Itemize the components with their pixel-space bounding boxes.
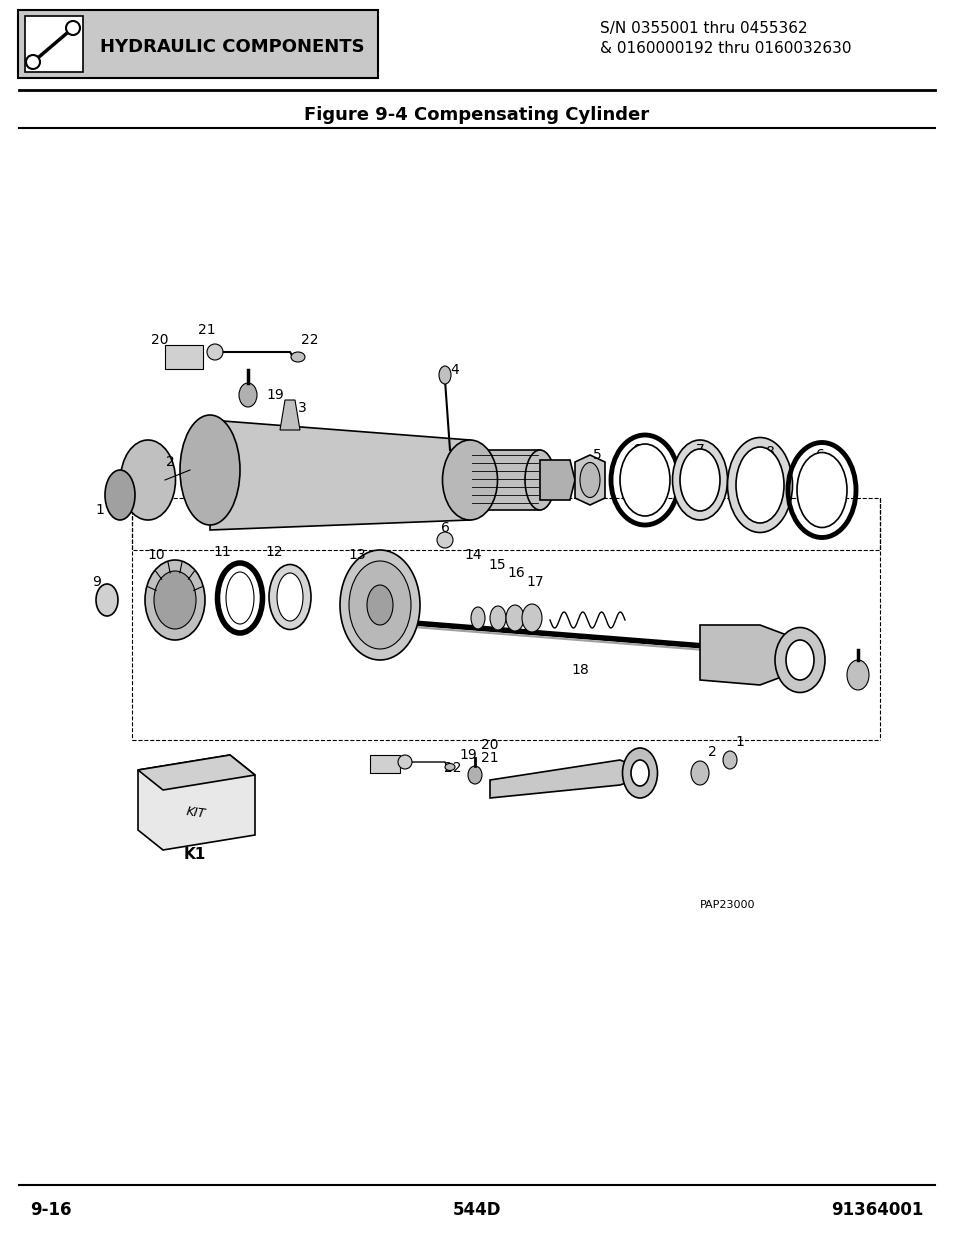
Text: 9-16: 9-16 [30,1200,71,1219]
Ellipse shape [735,447,783,522]
Ellipse shape [291,352,305,362]
Ellipse shape [349,561,411,650]
Text: 21: 21 [198,324,215,337]
Ellipse shape [785,640,813,680]
Text: 11: 11 [213,545,231,559]
Ellipse shape [438,366,451,384]
Polygon shape [470,450,539,510]
Ellipse shape [490,606,505,630]
Text: 6: 6 [815,448,823,462]
Text: 4: 4 [450,363,459,377]
Polygon shape [138,755,254,790]
Text: 17: 17 [526,576,543,589]
Text: 1: 1 [95,503,104,517]
Text: PAP23000: PAP23000 [700,900,755,910]
Text: 16: 16 [507,566,524,580]
Text: 1: 1 [735,735,743,748]
Polygon shape [210,420,470,530]
Text: 2: 2 [707,745,716,760]
Text: 5: 5 [592,448,600,462]
Text: 21: 21 [480,751,498,764]
Circle shape [26,56,40,69]
Polygon shape [575,454,604,505]
Text: 91364001: 91364001 [831,1200,923,1219]
Text: K1: K1 [184,847,206,862]
Text: 3: 3 [297,401,306,415]
Text: 2: 2 [166,454,174,469]
Ellipse shape [630,760,648,785]
Text: 12: 12 [265,545,282,559]
Text: Figure 9-4 Compensating Cylinder: Figure 9-4 Compensating Cylinder [304,106,649,124]
Polygon shape [539,459,575,500]
Text: 6: 6 [440,521,449,535]
Text: 20: 20 [152,333,169,347]
Ellipse shape [226,572,253,624]
Text: 22: 22 [301,333,318,347]
Ellipse shape [339,550,419,659]
Bar [370,755,399,773]
Text: 15: 15 [488,558,505,572]
Ellipse shape [796,452,846,527]
Text: 6: 6 [632,443,640,457]
Ellipse shape [679,450,720,511]
Bar [165,345,203,369]
Text: 14: 14 [464,548,481,562]
Text: 10: 10 [147,548,165,562]
Text: 19: 19 [458,748,476,762]
Polygon shape [280,400,299,430]
Ellipse shape [622,748,657,798]
Ellipse shape [505,605,523,631]
Ellipse shape [120,440,175,520]
Ellipse shape [180,415,240,525]
Text: 22: 22 [444,761,461,776]
Circle shape [436,532,453,548]
Text: 18: 18 [571,663,588,677]
Ellipse shape [846,659,868,690]
Ellipse shape [468,766,481,784]
Ellipse shape [579,462,599,498]
Ellipse shape [367,585,393,625]
Ellipse shape [153,571,195,629]
Text: & 0160000192 thru 0160032630: & 0160000192 thru 0160032630 [599,41,851,56]
Text: KIT: KIT [185,805,207,821]
Text: 20: 20 [480,739,498,752]
Ellipse shape [105,471,135,520]
Circle shape [207,345,223,359]
Circle shape [397,755,412,769]
FancyBboxPatch shape [18,10,377,78]
Circle shape [66,21,80,35]
Ellipse shape [722,751,737,769]
FancyBboxPatch shape [25,16,83,72]
Polygon shape [138,755,254,850]
Ellipse shape [524,450,555,510]
Ellipse shape [442,440,497,520]
Text: 19: 19 [266,388,284,403]
Ellipse shape [145,559,205,640]
Text: 8: 8 [764,445,774,459]
Ellipse shape [444,763,455,771]
Text: 544D: 544D [453,1200,500,1219]
Text: 13: 13 [348,548,365,562]
Ellipse shape [672,440,727,520]
Ellipse shape [239,383,256,408]
Polygon shape [490,760,639,798]
Ellipse shape [774,627,824,693]
Ellipse shape [690,761,708,785]
Text: HYDRAULIC COMPONENTS: HYDRAULIC COMPONENTS [100,38,364,56]
Text: S/N 0355001 thru 0455362: S/N 0355001 thru 0455362 [599,21,807,36]
Polygon shape [700,625,800,685]
Ellipse shape [727,437,792,532]
Ellipse shape [96,584,118,616]
Ellipse shape [269,564,311,630]
Ellipse shape [276,573,303,621]
Ellipse shape [521,604,541,632]
Ellipse shape [471,606,484,629]
Text: 9: 9 [92,576,101,589]
Text: 7: 7 [695,443,703,457]
Ellipse shape [619,445,669,516]
